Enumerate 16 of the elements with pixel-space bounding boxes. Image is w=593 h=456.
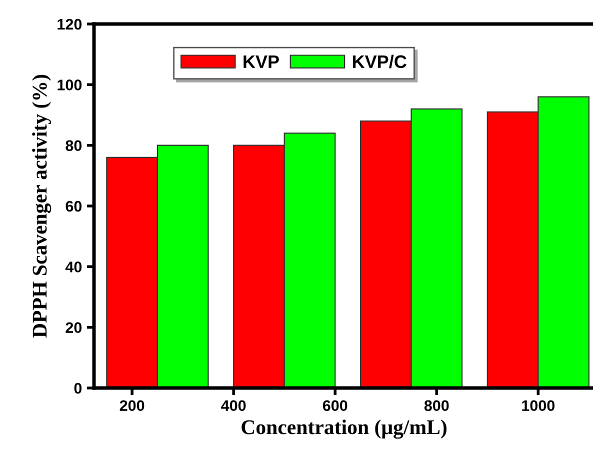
y-tick-label: 0 — [74, 382, 82, 394]
y-tick-label: 120 — [58, 18, 82, 30]
y-tick-label: 20 — [66, 322, 82, 334]
y-axis-title: DPPH Scavenger activity (%) — [32, 74, 52, 338]
y-tick-label: 40 — [65, 262, 82, 272]
legend-label: KVP/C — [352, 54, 406, 68]
x-tick-label: 800 — [424, 400, 449, 412]
x-axis-title: Concentration (μg/mL) — [242, 420, 446, 439]
legend-label: KVP — [244, 55, 279, 68]
y-tick-label: 80 — [66, 140, 82, 152]
x-tick-label: 1000 — [522, 400, 555, 412]
x-tick-label: 200 — [120, 400, 144, 412]
y-tick-label: 60 — [66, 200, 82, 212]
y-tick-label: 100 — [58, 80, 82, 90]
x-tick-label: 600 — [322, 400, 348, 412]
x-tick-label: 400 — [221, 400, 246, 412]
